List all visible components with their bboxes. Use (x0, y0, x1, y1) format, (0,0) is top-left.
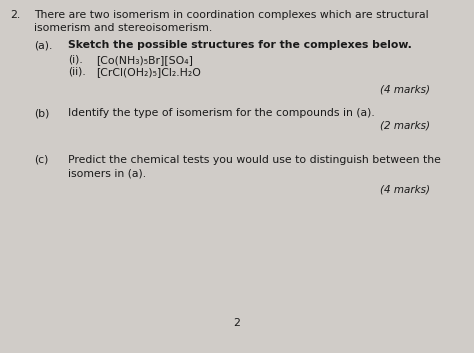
Text: isomers in (a).: isomers in (a). (68, 168, 146, 178)
Text: (a).: (a). (34, 40, 52, 50)
Text: Predict the chemical tests you would use to distinguish between the: Predict the chemical tests you would use… (68, 155, 441, 165)
Text: Identify the type of isomerism for the compounds in (a).: Identify the type of isomerism for the c… (68, 108, 375, 118)
Text: (b): (b) (34, 108, 49, 118)
Text: isomerism and stereoisomerism.: isomerism and stereoisomerism. (34, 23, 212, 33)
Text: (c): (c) (34, 155, 48, 165)
Text: 2: 2 (234, 318, 240, 328)
Text: There are two isomerism in coordination complexes which are structural: There are two isomerism in coordination … (34, 10, 428, 20)
Text: Sketch the possible structures for the complexes below.: Sketch the possible structures for the c… (68, 40, 412, 50)
Text: (4 marks): (4 marks) (380, 84, 430, 94)
Text: [CrCl(OH₂)₅]Cl₂.H₂O: [CrCl(OH₂)₅]Cl₂.H₂O (96, 67, 201, 77)
Text: [Co(NH₃)₅Br][SO₄]: [Co(NH₃)₅Br][SO₄] (96, 55, 193, 65)
Text: (2 marks): (2 marks) (380, 121, 430, 131)
Text: 2.: 2. (10, 10, 20, 20)
Text: (4 marks): (4 marks) (380, 184, 430, 194)
Text: (i).: (i). (68, 55, 83, 65)
Text: (ii).: (ii). (68, 67, 86, 77)
